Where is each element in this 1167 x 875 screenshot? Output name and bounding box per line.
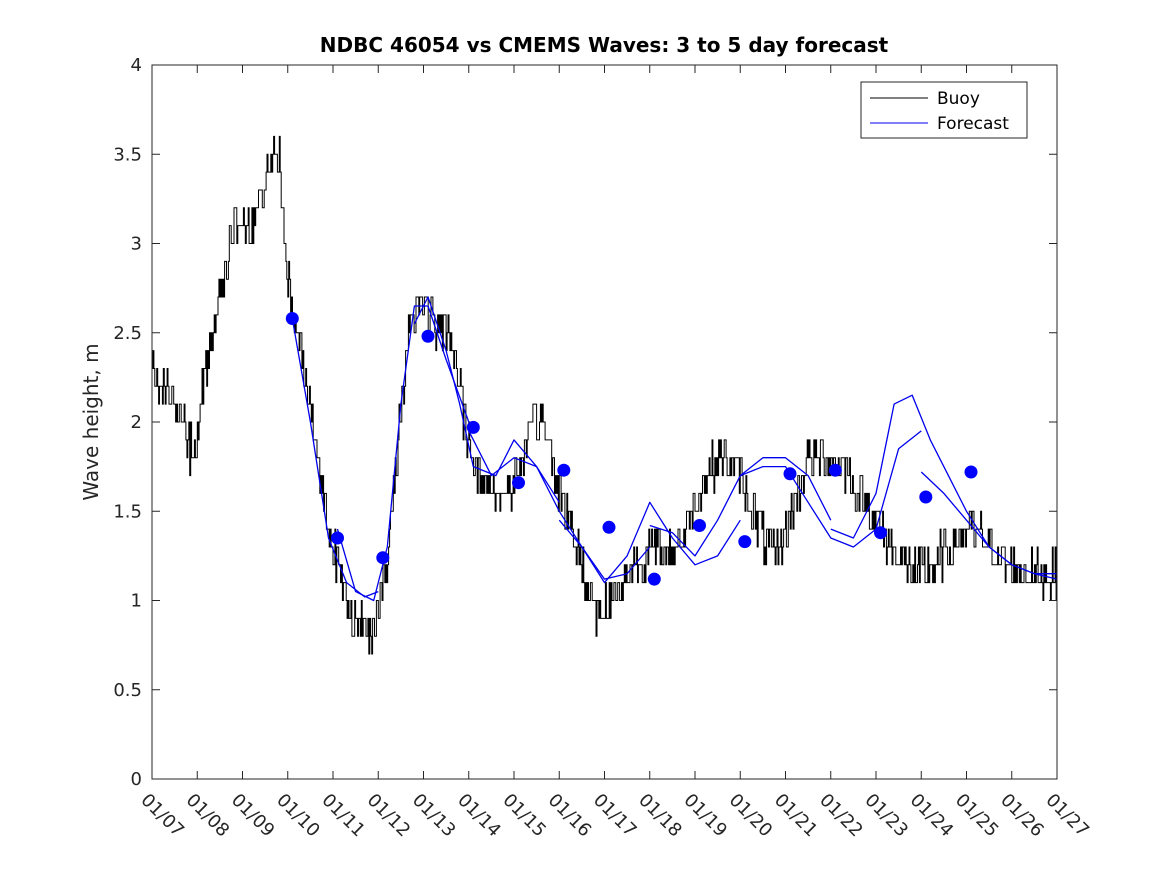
legend-forecast-label: Forecast	[937, 114, 1009, 134]
forecast-marker	[376, 551, 390, 565]
forecast-marker	[512, 476, 525, 490]
forecast-marker	[783, 467, 797, 481]
forecast-marker	[874, 526, 887, 540]
forecast-marker	[557, 463, 571, 477]
forecast-segment-1	[336, 305, 470, 602]
forecast-marker	[285, 312, 299, 325]
legend-buoy-label: Buoy	[937, 89, 980, 109]
y-tick-label: 2	[131, 412, 142, 433]
y-tick-label: 3.5	[113, 144, 142, 165]
forecast-segment-6	[740, 430, 922, 548]
data-layer	[152, 135, 1058, 655]
forecast-segment-3	[468, 430, 651, 580]
y-tick-label: 3	[131, 234, 142, 255]
chart-title: NDBC 46054 vs CMEMS Waves: 3 to 5 day fo…	[320, 33, 889, 57]
forecast-marker	[602, 520, 616, 534]
buoy-series-line	[152, 135, 1057, 655]
forecast-marker	[919, 490, 933, 504]
y-tick-label: 1.5	[113, 501, 142, 522]
forecast-segment-0	[291, 318, 379, 598]
forecast-marker	[738, 535, 752, 549]
forecast-segment-4	[558, 501, 741, 584]
forecast-marker	[828, 463, 842, 477]
legend-box	[860, 81, 1028, 139]
forecast-marker	[421, 329, 435, 343]
plot-area	[152, 65, 1057, 779]
y-tick-label: 0.5	[113, 680, 142, 701]
forecast-marker	[693, 519, 706, 532]
legend: Buoy Forecast	[860, 81, 1028, 139]
y-tick-label: 1	[131, 591, 142, 612]
forecast-segment-2	[413, 296, 560, 503]
y-tick-label: 2.5	[113, 323, 142, 344]
forecast-marker	[647, 572, 661, 586]
y-tick-label: 0	[131, 769, 142, 790]
forecast-segment-8	[920, 471, 1057, 575]
y-tick-label: 4	[131, 55, 142, 76]
forecast-marker	[466, 420, 480, 434]
forecast-marker	[331, 531, 344, 545]
y-axis-label: Wave height, m	[79, 343, 103, 500]
forecast-marker	[964, 465, 978, 479]
